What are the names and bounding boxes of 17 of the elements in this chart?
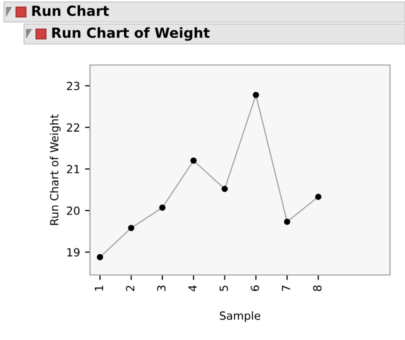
x-axis-title: Sample: [220, 311, 260, 322]
y-axis-title: Run Chart of Weight: [50, 114, 61, 225]
y-tick-label: 19: [67, 248, 80, 257]
y-tick-label: 20: [66, 206, 80, 215]
y-tick-label: 23: [66, 82, 80, 90]
y-tick-label: 21: [66, 164, 80, 174]
chart-title: Run Chart: [32, 5, 109, 16]
x-tick-label: 2: [126, 286, 134, 291]
x-tick-label: 3: [157, 286, 166, 291]
x-tick-label: 6: [250, 285, 260, 292]
x-tick-label: 8: [313, 285, 322, 292]
chart-subtitle: Run Chart of Weight: [52, 27, 210, 41]
x-tick-label: 1: [94, 286, 104, 291]
x-tick-label: 7: [282, 286, 290, 291]
y-tick-label: 22: [66, 123, 80, 132]
x-tick-label: 4: [188, 285, 197, 292]
x-tick-label: 5: [220, 286, 228, 291]
